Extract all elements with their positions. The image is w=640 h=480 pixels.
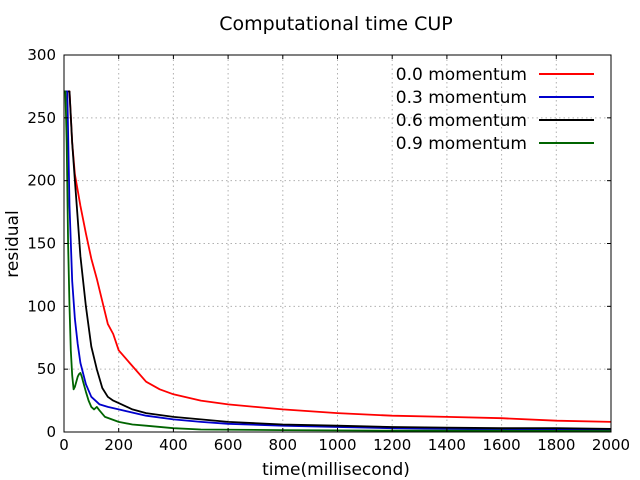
y-tick-label: 100 [27, 297, 56, 315]
x-tick-label: 2000 [592, 436, 630, 454]
y-tick-label: 200 [27, 172, 56, 190]
grid [64, 55, 611, 432]
x-axis-label: time(millisecond) [262, 460, 410, 480]
legend-label: 0.9 momentum [396, 134, 527, 154]
x-tick-label: 800 [268, 436, 297, 454]
x-tick-label: 1000 [318, 436, 356, 454]
x-tick-label: 400 [159, 436, 188, 454]
y-tick-label: 150 [27, 235, 56, 253]
y-tick-label: 250 [27, 109, 56, 127]
x-tick-label: 1600 [483, 436, 521, 454]
y-tick-label: 0 [46, 423, 56, 441]
y-axis-label: residual [3, 210, 23, 277]
series-line [65, 91, 611, 430]
series-line [67, 91, 611, 422]
chart-title: Computational time CUP [219, 13, 453, 35]
x-tick-label: 1800 [537, 436, 575, 454]
y-tick-label: 300 [27, 46, 56, 64]
series-line [68, 91, 611, 429]
x-tick-label: 200 [104, 436, 133, 454]
legend: 0.0 momentum 0.3 momentum 0.6 momentum 0.9 … [396, 65, 594, 154]
x-tick-label: 1200 [373, 436, 411, 454]
axis-ticks: 0 200 400 600 800 1000 1200 1400 1600 1800 2000 0 50… [27, 46, 630, 454]
x-tick-label: 1400 [428, 436, 466, 454]
legend-label: 0.0 momentum [396, 65, 527, 85]
legend-label: 0.3 momentum [396, 88, 527, 108]
x-tick-label: 600 [214, 436, 243, 454]
y-tick-label: 50 [37, 360, 56, 378]
x-tick-label: 0 [59, 436, 69, 454]
legend-label: 0.6 momentum [396, 111, 527, 131]
